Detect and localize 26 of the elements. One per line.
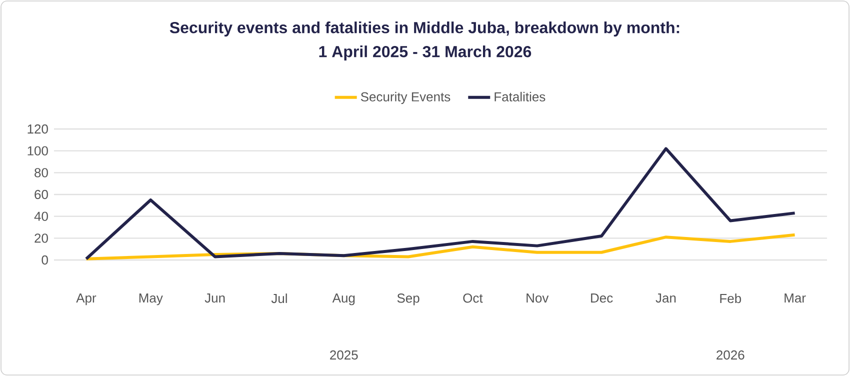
chart-subtitle: 1 April 2025 - 31 March 2026 — [319, 46, 532, 60]
y-tick-label: 120 — [28, 124, 48, 134]
legend-label: Security Events — [360, 92, 450, 104]
x-tick-label: Apr — [76, 294, 96, 306]
chart-title: Security events and fatalities in Middle Juba, breakdown by month: — [170, 22, 680, 36]
x-tick-label: Nov — [526, 294, 549, 303]
y-tick-label: 80 — [34, 168, 48, 178]
x-tick-label: Sep — [397, 294, 420, 306]
x-tick-label: Jun — [204, 294, 225, 303]
x-tick-label: Aug — [332, 294, 355, 306]
x-tick-label: May — [139, 294, 163, 306]
x-tick-label: Mar — [784, 294, 806, 303]
y-tick-label: 20 — [34, 234, 48, 243]
x-tick-label: Oct — [463, 294, 483, 303]
x-tick-label: Jul — [271, 294, 287, 304]
text: 2026 — [716, 350, 744, 360]
x-tick-label: Dec — [591, 294, 613, 303]
text: 2025 — [330, 350, 358, 360]
y-tick-label: 60 — [34, 190, 48, 200]
y-tick-label: 100 — [28, 146, 48, 156]
legend-label: Fatalities — [494, 92, 546, 102]
x-tick-label: Jan — [656, 294, 676, 303]
line-series — [84, 147, 796, 260]
x-tick-label: Feb — [720, 294, 742, 304]
y-tick-label: 40 — [34, 212, 48, 221]
y-tick-label: 0 — [42, 255, 48, 265]
